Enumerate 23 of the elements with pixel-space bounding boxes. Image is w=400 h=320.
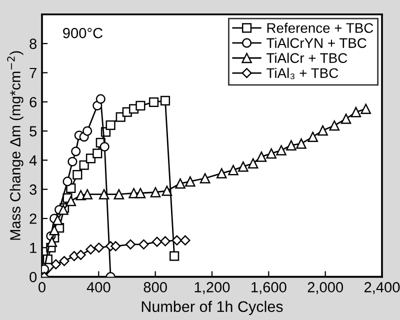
x-tick-label: 1,200 [194, 282, 230, 294]
y-axis-title: Mass Change Δm (mg*cm$^{−2}$) [7, 51, 24, 240]
y-tick-label: 3 [30, 184, 36, 195]
legend-label: Reference + TBC [267, 22, 374, 33]
y-tick-label: 6 [30, 96, 36, 108]
y-tick-label: 4 [29, 155, 37, 166]
y-tick-label: 5 [30, 126, 37, 136]
x-axis-title: Number of 1h Cycles [142, 300, 283, 316]
legend-label: TiAlCr + TBC [266, 52, 348, 63]
y-tick-label: 1 [30, 242, 36, 253]
x-tick-label: 0 [38, 282, 46, 292]
x-tick-label: 2,400 [364, 282, 400, 294]
x-tick-label: 400 [86, 282, 110, 292]
x-tick-label: 800 [144, 282, 167, 292]
y-tick-label: 0 [30, 272, 37, 282]
x-tick-label: 2,000 [308, 282, 344, 294]
y-tick-label: 2 [30, 214, 36, 224]
legend-label: TiAlCrYN + TBC [266, 38, 366, 48]
legend-label: TiAl₃ + TBC [266, 68, 338, 80]
x-tick-label: 1,600 [252, 282, 286, 294]
annotation: 900°C [63, 28, 103, 38]
y-tick-label: 8 [30, 38, 37, 49]
y-tick-label: 7 [30, 68, 36, 78]
